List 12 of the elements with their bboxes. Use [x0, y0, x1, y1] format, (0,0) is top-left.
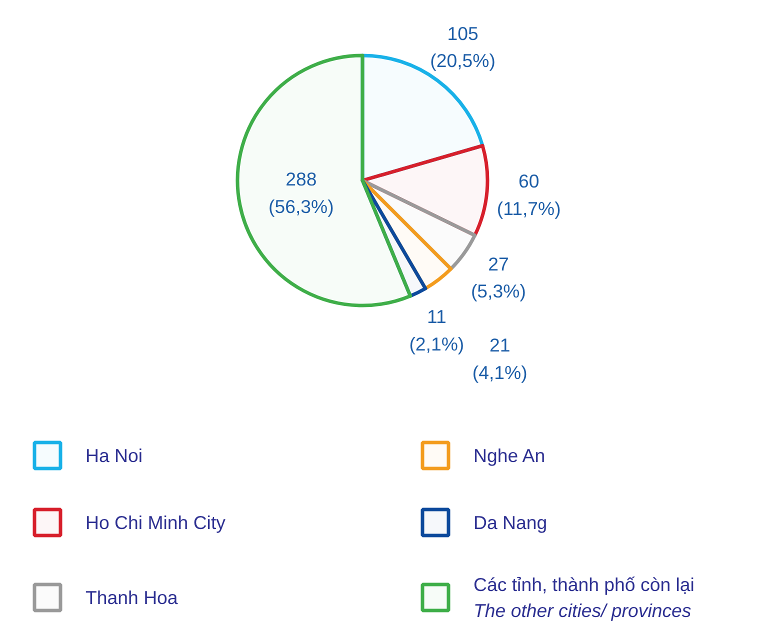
data-label: 27 (5,3%)	[470, 253, 526, 302]
legend-label: Ha Noi	[86, 445, 143, 466]
data-label: 11 (2,1%)	[409, 306, 464, 354]
legend-label: Ho Chi Minh City	[86, 512, 226, 533]
data-label: 105 (20,5%)	[430, 22, 496, 72]
data-label: 21 (4,1%)	[472, 334, 528, 383]
data-label: 288 (56,3%)	[268, 168, 334, 217]
legend-label: Nghe An	[474, 445, 546, 466]
legend-label: Da Nang	[474, 512, 548, 533]
legend-label: Các tỉnh, thành phố còn lại The other cities/ provinces	[474, 574, 694, 621]
legend-label: Thanh Hoa	[86, 587, 178, 608]
data-label: 60 (11,7%)	[496, 170, 561, 219]
